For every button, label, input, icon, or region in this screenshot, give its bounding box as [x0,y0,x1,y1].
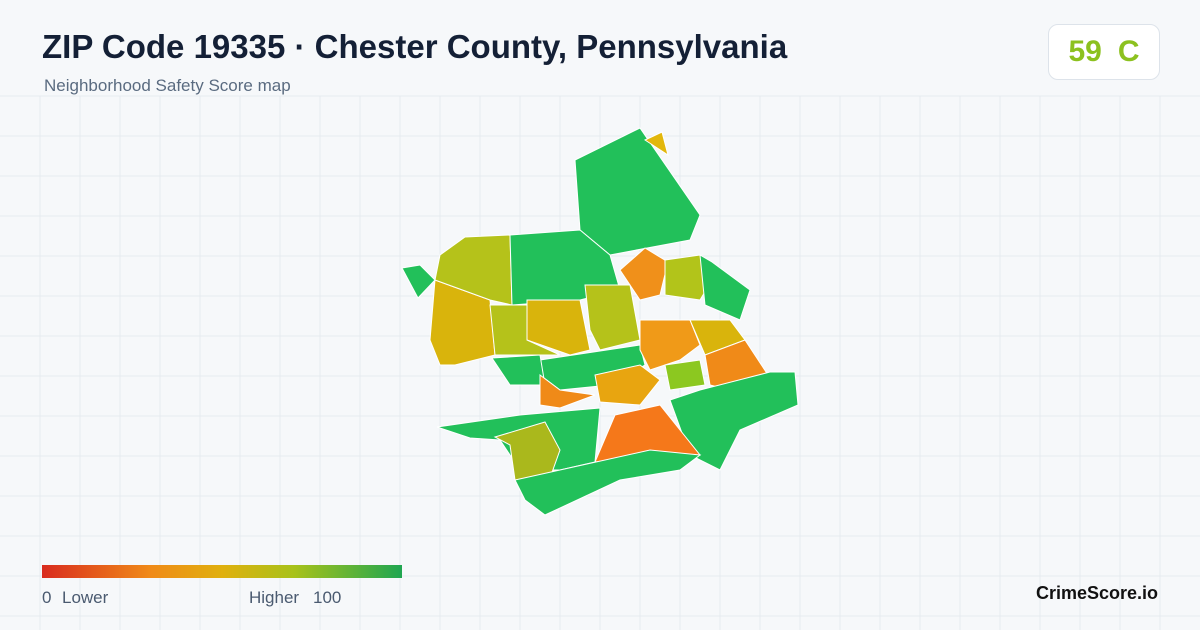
score-badge: 59 C [1048,24,1160,80]
legend-gradient [42,565,402,578]
brand: CrimeScore.io [1035,583,1158,603]
legend-min: 0 [42,588,52,607]
title: ZIP Code 19335 · Chester County, Pennsyl… [42,28,788,65]
zip-regions [401,127,799,516]
legend-max-label: Higher [249,588,300,607]
subtitle: Neighborhood Safety Score map [44,76,291,95]
legend-min-label: Lower [62,588,109,607]
grade: C [1117,35,1140,68]
score: 59 [1068,35,1102,68]
legend-max: 100 [313,588,342,607]
